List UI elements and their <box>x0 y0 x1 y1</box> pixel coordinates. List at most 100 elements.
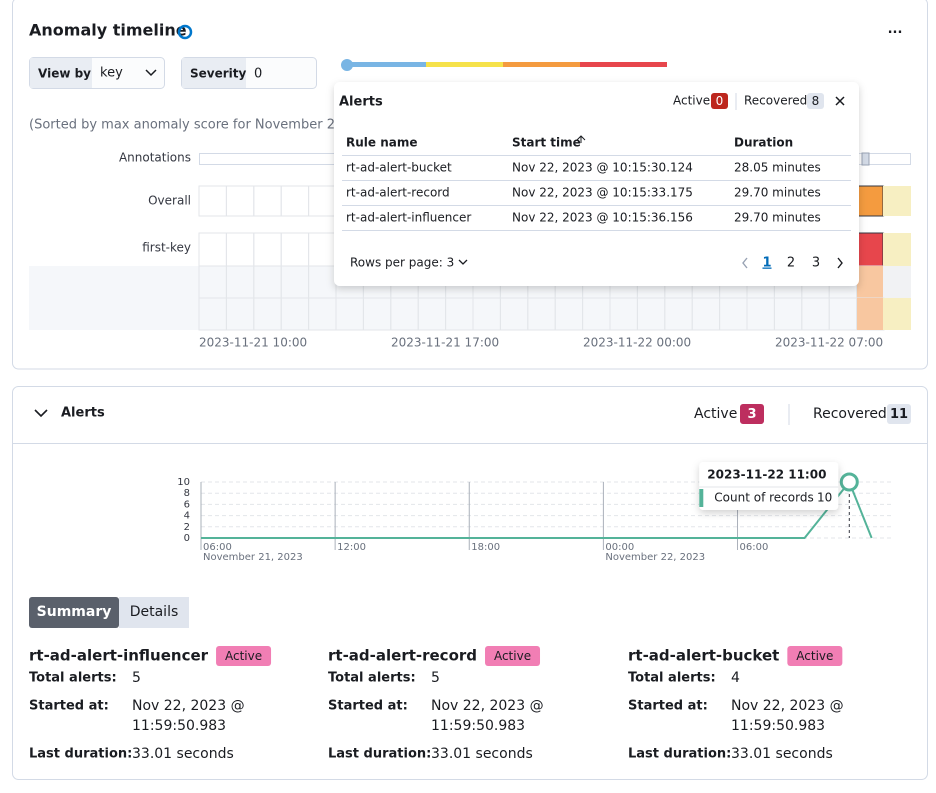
status-badge <box>485 646 541 666</box>
next-page[interactable] <box>837 257 843 269</box>
tooltip-value: 10 <box>817 491 832 505</box>
prev-page[interactable] <box>742 257 748 269</box>
y-tick-label: 6 <box>184 499 190 510</box>
heatmap-cell[interactable] <box>857 298 883 330</box>
table-cell: 28.05 minutes <box>734 161 821 175</box>
heatmap-cell[interactable] <box>883 266 911 298</box>
x-tick-label: 06:00 <box>740 542 769 553</box>
table-cell: rt-ad-alert-record <box>346 186 450 200</box>
status-badge <box>787 646 843 666</box>
sorted-note: (Sorted by max anomaly score for Novembe… <box>29 118 380 133</box>
table-cell: Nov 22, 2023 @ 10:15:36.156 <box>512 211 693 225</box>
field-value: 33.01 seconds <box>431 746 533 762</box>
page-link[interactable]: 2 <box>787 256 795 271</box>
panel-title: Anomaly timeline <box>29 21 187 40</box>
panel <box>12 386 928 780</box>
alerts-popover: Alerts Active 0 Recovered 8 Rule name St… <box>334 82 859 286</box>
table-cell: Nov 22, 2023 @ 10:15:33.175 <box>512 186 693 200</box>
rule-name: rt-ad-alert-record <box>328 647 477 665</box>
sort-icon <box>576 135 586 143</box>
popover-bg <box>334 82 859 286</box>
status: Active <box>494 649 531 663</box>
column-header[interactable]: Duration <box>734 136 793 150</box>
collapse-toggle[interactable] <box>34 409 48 418</box>
row-label: first-key <box>142 241 191 255</box>
status: Active <box>225 649 262 663</box>
tab[interactable]: Details <box>130 604 179 620</box>
tooltip-series: Count of records <box>714 491 813 505</box>
column-header[interactable]: Start time <box>512 136 581 150</box>
status-badge <box>216 646 272 666</box>
close-button[interactable] <box>835 96 845 106</box>
x-tick-label: 00:00 <box>605 542 634 553</box>
rows-per-page[interactable]: Rows per page: 3 <box>350 256 454 270</box>
field-value: 5 <box>431 670 440 686</box>
popover-title: Alerts <box>339 95 383 110</box>
panel-title: Alerts <box>61 406 105 421</box>
y-tick-label: 4 <box>184 511 190 522</box>
severity-label: Severity <box>190 67 247 81</box>
heatmap-cell[interactable] <box>883 233 911 266</box>
rule-name: rt-ad-alert-influencer <box>29 647 209 665</box>
rule-name: rt-ad-alert-bucket <box>628 647 779 665</box>
field-value: 5 <box>132 670 141 686</box>
field-label: Total alerts: <box>628 671 716 686</box>
tab-inactive[interactable] <box>119 597 189 628</box>
table-cell: Nov 22, 2023 @ 10:15:30.124 <box>512 161 693 175</box>
active-count: 3 <box>747 407 756 422</box>
tooltip-swatch <box>699 489 704 507</box>
badge <box>887 404 911 424</box>
table-cell: rt-ad-alert-bucket <box>346 161 452 175</box>
recovered-count: 11 <box>890 407 908 422</box>
recovered-label: Recovered <box>744 94 807 108</box>
field-value: 11:59:50.983 <box>731 718 825 734</box>
chevron <box>145 69 157 77</box>
x-tick-label: 12:00 <box>337 542 366 553</box>
table-cell: 29.70 minutes <box>734 211 821 225</box>
view-by-label: View by <box>38 67 91 81</box>
page-link[interactable]: 1 <box>762 256 771 271</box>
menu[interactable]: ··· <box>888 26 903 41</box>
tooltip <box>699 462 839 510</box>
field-value: 11:59:50.983 <box>132 718 226 734</box>
label-bg <box>182 58 246 88</box>
severity-slider[interactable] <box>341 59 667 71</box>
field-label: Started at: <box>328 699 408 714</box>
tab[interactable]: Summary <box>37 604 112 620</box>
annotation-marker <box>861 152 870 166</box>
heatmap-cell[interactable] <box>857 266 883 298</box>
field-value: 4 <box>731 670 740 686</box>
table-cell: rt-ad-alert-influencer <box>346 211 471 225</box>
help-icon[interactable] <box>177 24 193 40</box>
heatmap-cell[interactable] <box>856 232 884 267</box>
x-label: 2023-11-21 17:00 <box>391 336 499 350</box>
x-tick-sublabel: November 22, 2023 <box>605 552 705 563</box>
heatmap-cell[interactable] <box>883 298 911 330</box>
x-tick-label: 18:00 <box>471 542 500 553</box>
field-label: Total alerts: <box>328 671 416 686</box>
page-link[interactable]: 3 <box>812 256 820 271</box>
heatmap-cell[interactable] <box>856 185 884 217</box>
badge <box>807 93 824 109</box>
field-value: 33.01 seconds <box>731 746 833 762</box>
badge <box>740 404 764 424</box>
field-label: Last duration: <box>628 747 731 762</box>
heatmap-cell[interactable] <box>883 186 911 216</box>
row-label: Annotations <box>119 151 191 165</box>
badge <box>711 93 728 109</box>
point[interactable] <box>839 472 859 492</box>
field-value: Nov 22, 2023 @ <box>731 698 844 714</box>
view-by-value: key <box>100 66 123 81</box>
active-label: Active <box>694 406 737 422</box>
field-label: Last duration: <box>29 747 132 762</box>
column-header[interactable]: Rule name <box>346 136 418 150</box>
severity-value: 0 <box>254 67 262 82</box>
field-value: Nov 22, 2023 @ <box>132 698 245 714</box>
field-label: Last duration: <box>328 747 431 762</box>
table-cell: 29.70 minutes <box>734 186 821 200</box>
tab-active[interactable] <box>29 597 119 628</box>
recovered-count: 8 <box>812 94 820 108</box>
x-label: 2023-11-21 10:00 <box>199 336 307 350</box>
y-tick-label: 2 <box>184 522 190 533</box>
field-value: Nov 22, 2023 @ <box>431 698 544 714</box>
